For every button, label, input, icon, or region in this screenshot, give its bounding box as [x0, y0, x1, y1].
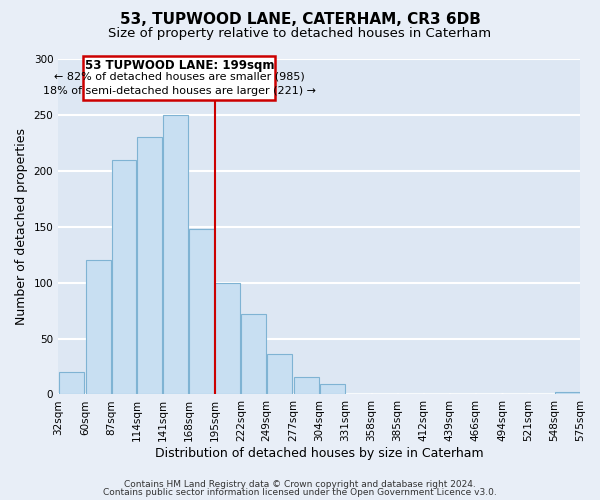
Text: 53, TUPWOOD LANE, CATERHAM, CR3 6DB: 53, TUPWOOD LANE, CATERHAM, CR3 6DB: [119, 12, 481, 28]
Text: Size of property relative to detached houses in Caterham: Size of property relative to detached ho…: [109, 28, 491, 40]
Text: 18% of semi-detached houses are larger (221) →: 18% of semi-detached houses are larger (…: [43, 86, 316, 96]
Bar: [320, 384, 345, 394]
Bar: [190, 229, 214, 394]
Text: 53 TUPWOOD LANE: 199sqm: 53 TUPWOOD LANE: 199sqm: [85, 59, 274, 72]
Text: ← 82% of detached houses are smaller (985): ← 82% of detached houses are smaller (98…: [54, 72, 305, 82]
Bar: [215, 282, 240, 395]
Bar: [112, 160, 136, 394]
Bar: [86, 260, 110, 394]
Y-axis label: Number of detached properties: Number of detached properties: [15, 128, 28, 325]
Text: Contains HM Land Registry data © Crown copyright and database right 2024.: Contains HM Land Registry data © Crown c…: [124, 480, 476, 489]
Text: Contains public sector information licensed under the Open Government Licence v3: Contains public sector information licen…: [103, 488, 497, 497]
Bar: [59, 372, 83, 394]
Bar: [554, 392, 580, 394]
X-axis label: Distribution of detached houses by size in Caterham: Distribution of detached houses by size …: [155, 447, 484, 460]
Bar: [267, 354, 292, 395]
Bar: [163, 115, 188, 394]
Bar: [294, 376, 319, 394]
FancyBboxPatch shape: [83, 56, 275, 100]
Bar: [137, 138, 163, 394]
Bar: [241, 314, 266, 394]
